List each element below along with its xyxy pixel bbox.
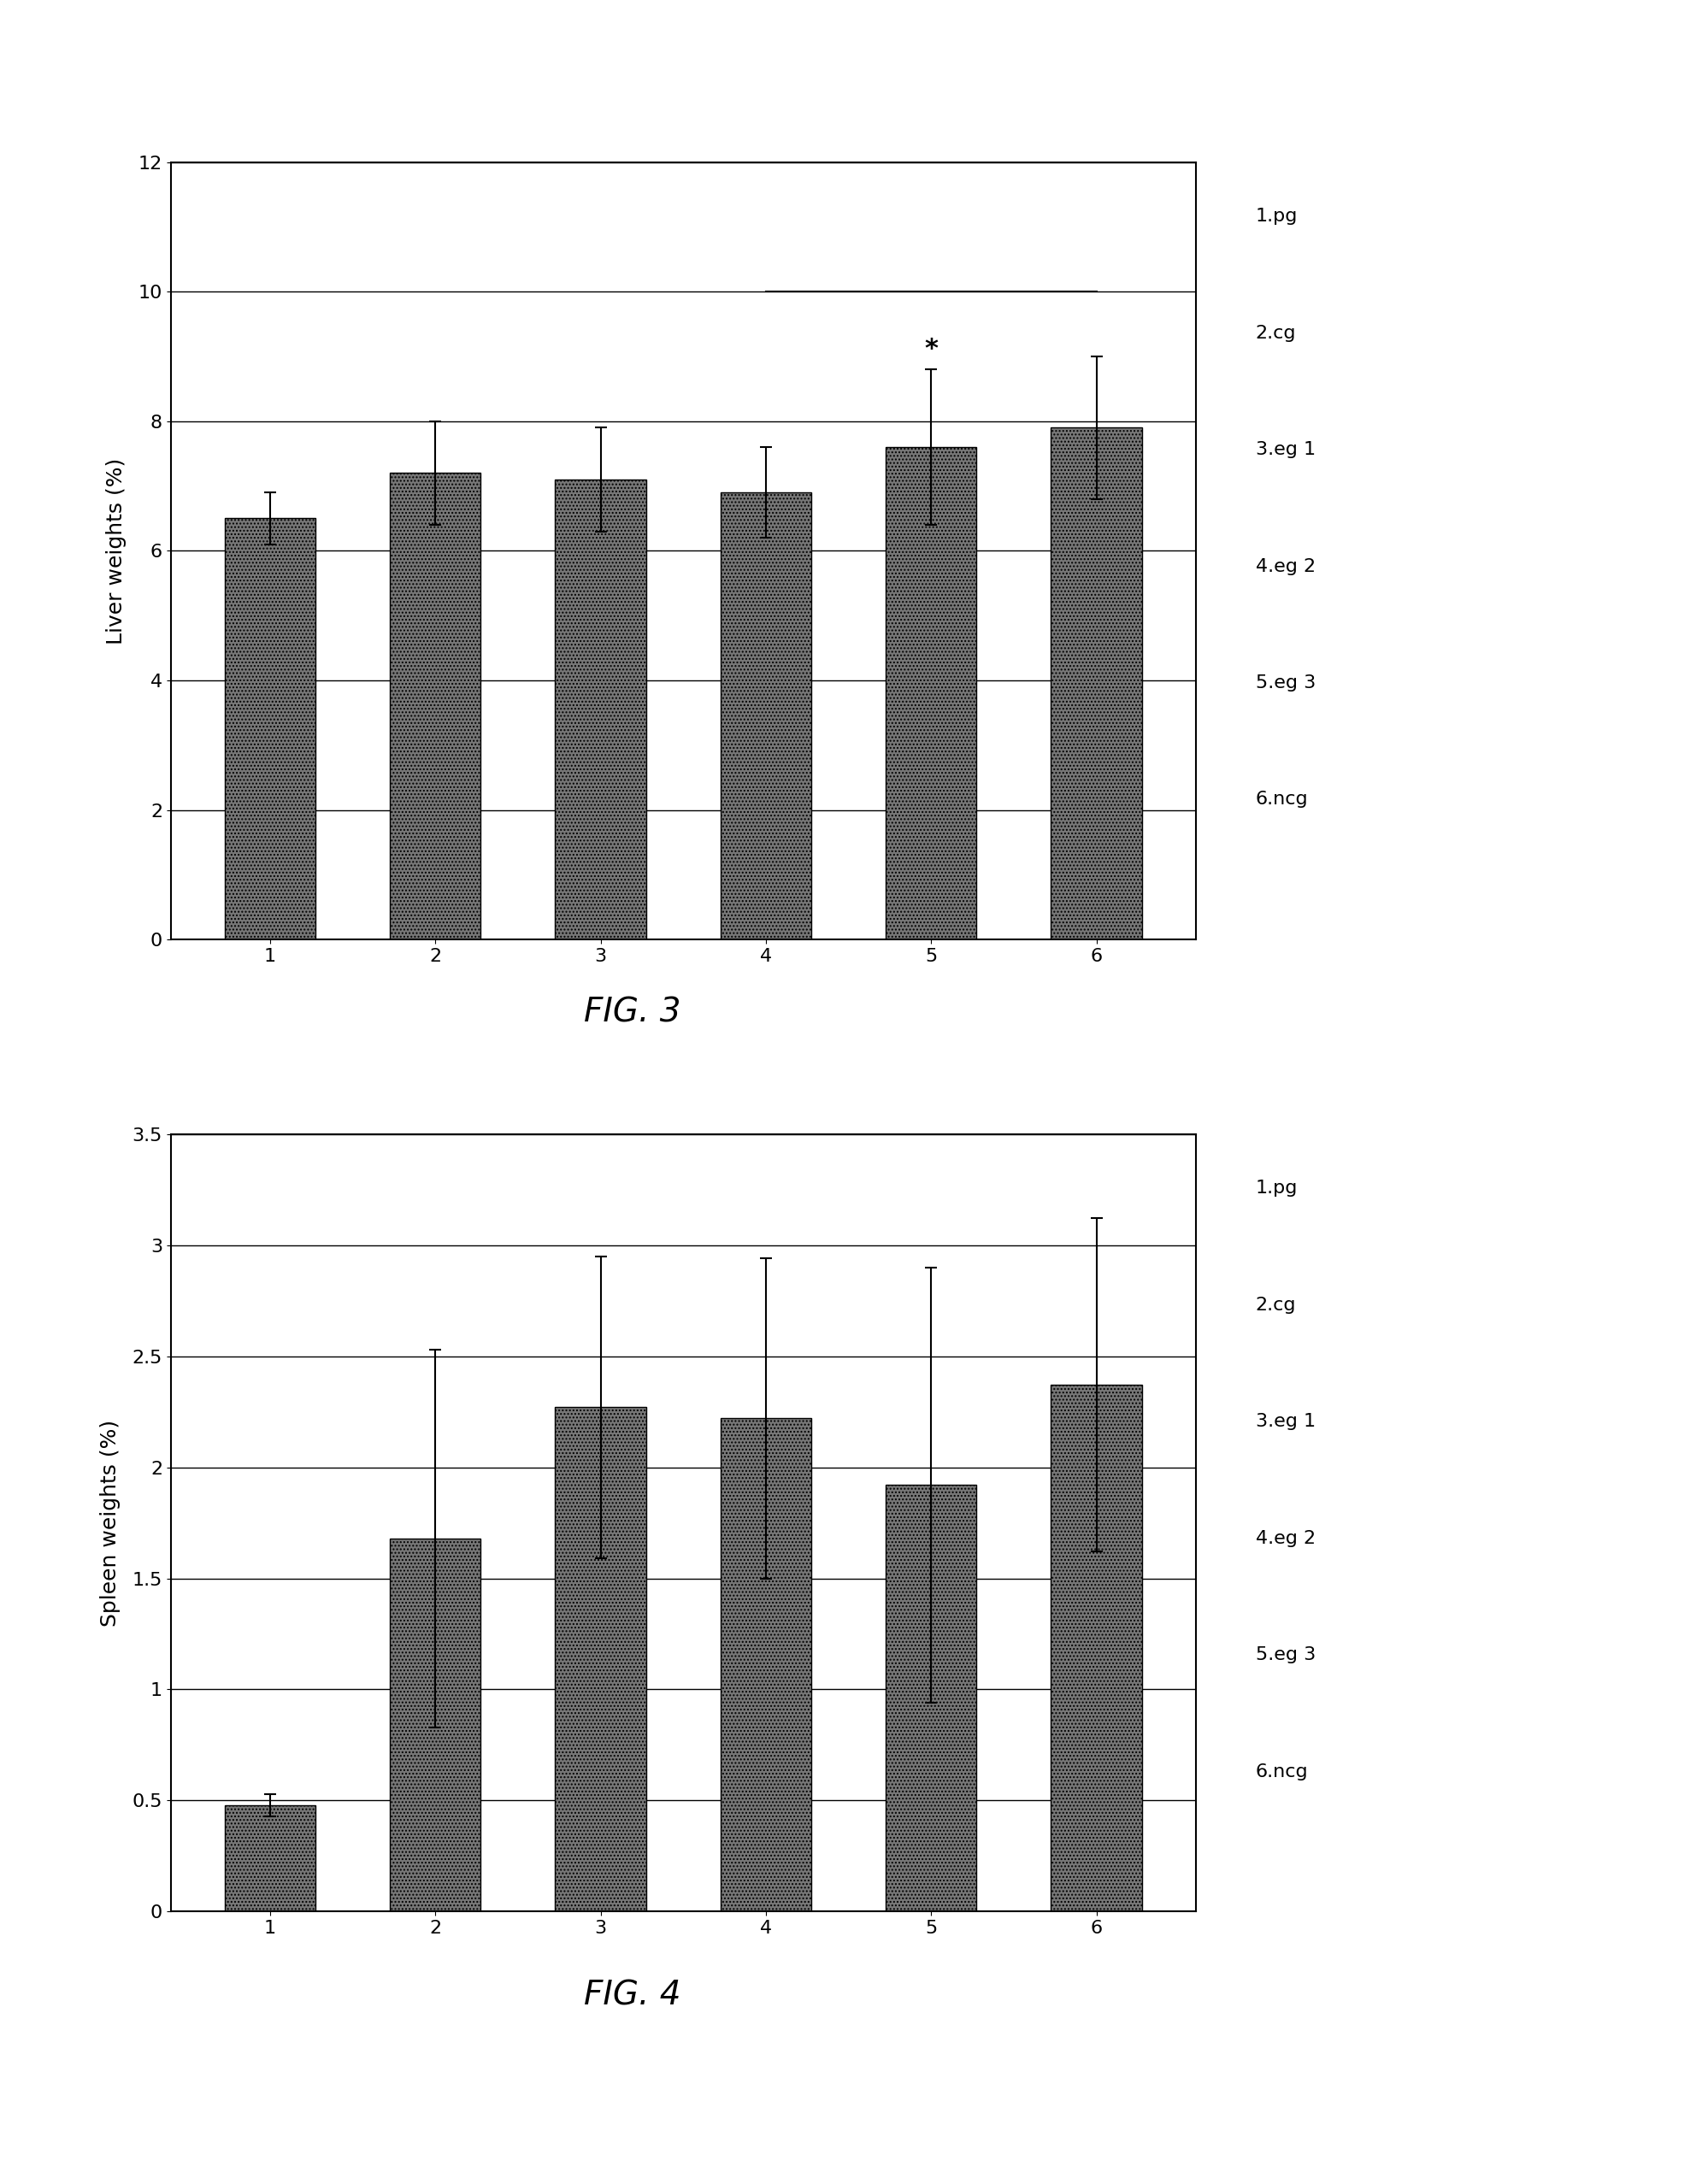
Text: 1.pg: 1.pg [1255,1179,1298,1197]
Text: *: * [924,337,938,361]
Bar [224,1806,316,1912]
Bar [224,518,316,940]
Bar [886,1486,977,1912]
Text: 1.pg: 1.pg [1255,207,1298,225]
Text: 3.eg 1: 3.eg 1 [1255,441,1315,458]
Text: 3.eg 1: 3.eg 1 [1255,1413,1315,1430]
Bar [389,1538,480,1912]
Text: 5.eg 3: 5.eg 3 [1255,1646,1315,1663]
Bar [721,1419,811,1912]
Text: 6.ncg: 6.ncg [1255,1763,1308,1780]
Text: 2.cg: 2.cg [1255,324,1296,341]
Y-axis label: Spleen weights (%): Spleen weights (%) [99,1419,120,1626]
Text: 2.cg: 2.cg [1255,1296,1296,1313]
Y-axis label: Liver weights (%): Liver weights (%) [106,458,126,644]
Text: 6.ncg: 6.ncg [1255,791,1308,808]
Bar [555,1408,646,1912]
Text: FIG. 3: FIG. 3 [584,996,680,1028]
Bar [1050,1385,1143,1912]
Bar [886,447,977,940]
Text: 4.eg 2: 4.eg 2 [1255,1529,1315,1547]
Bar [1050,428,1143,940]
Bar [389,473,480,940]
Text: 5.eg 3: 5.eg 3 [1255,674,1315,691]
Bar [555,480,646,940]
Bar [721,492,811,940]
Text: FIG. 4: FIG. 4 [584,1979,680,2011]
Text: 4.eg 2: 4.eg 2 [1255,557,1315,575]
